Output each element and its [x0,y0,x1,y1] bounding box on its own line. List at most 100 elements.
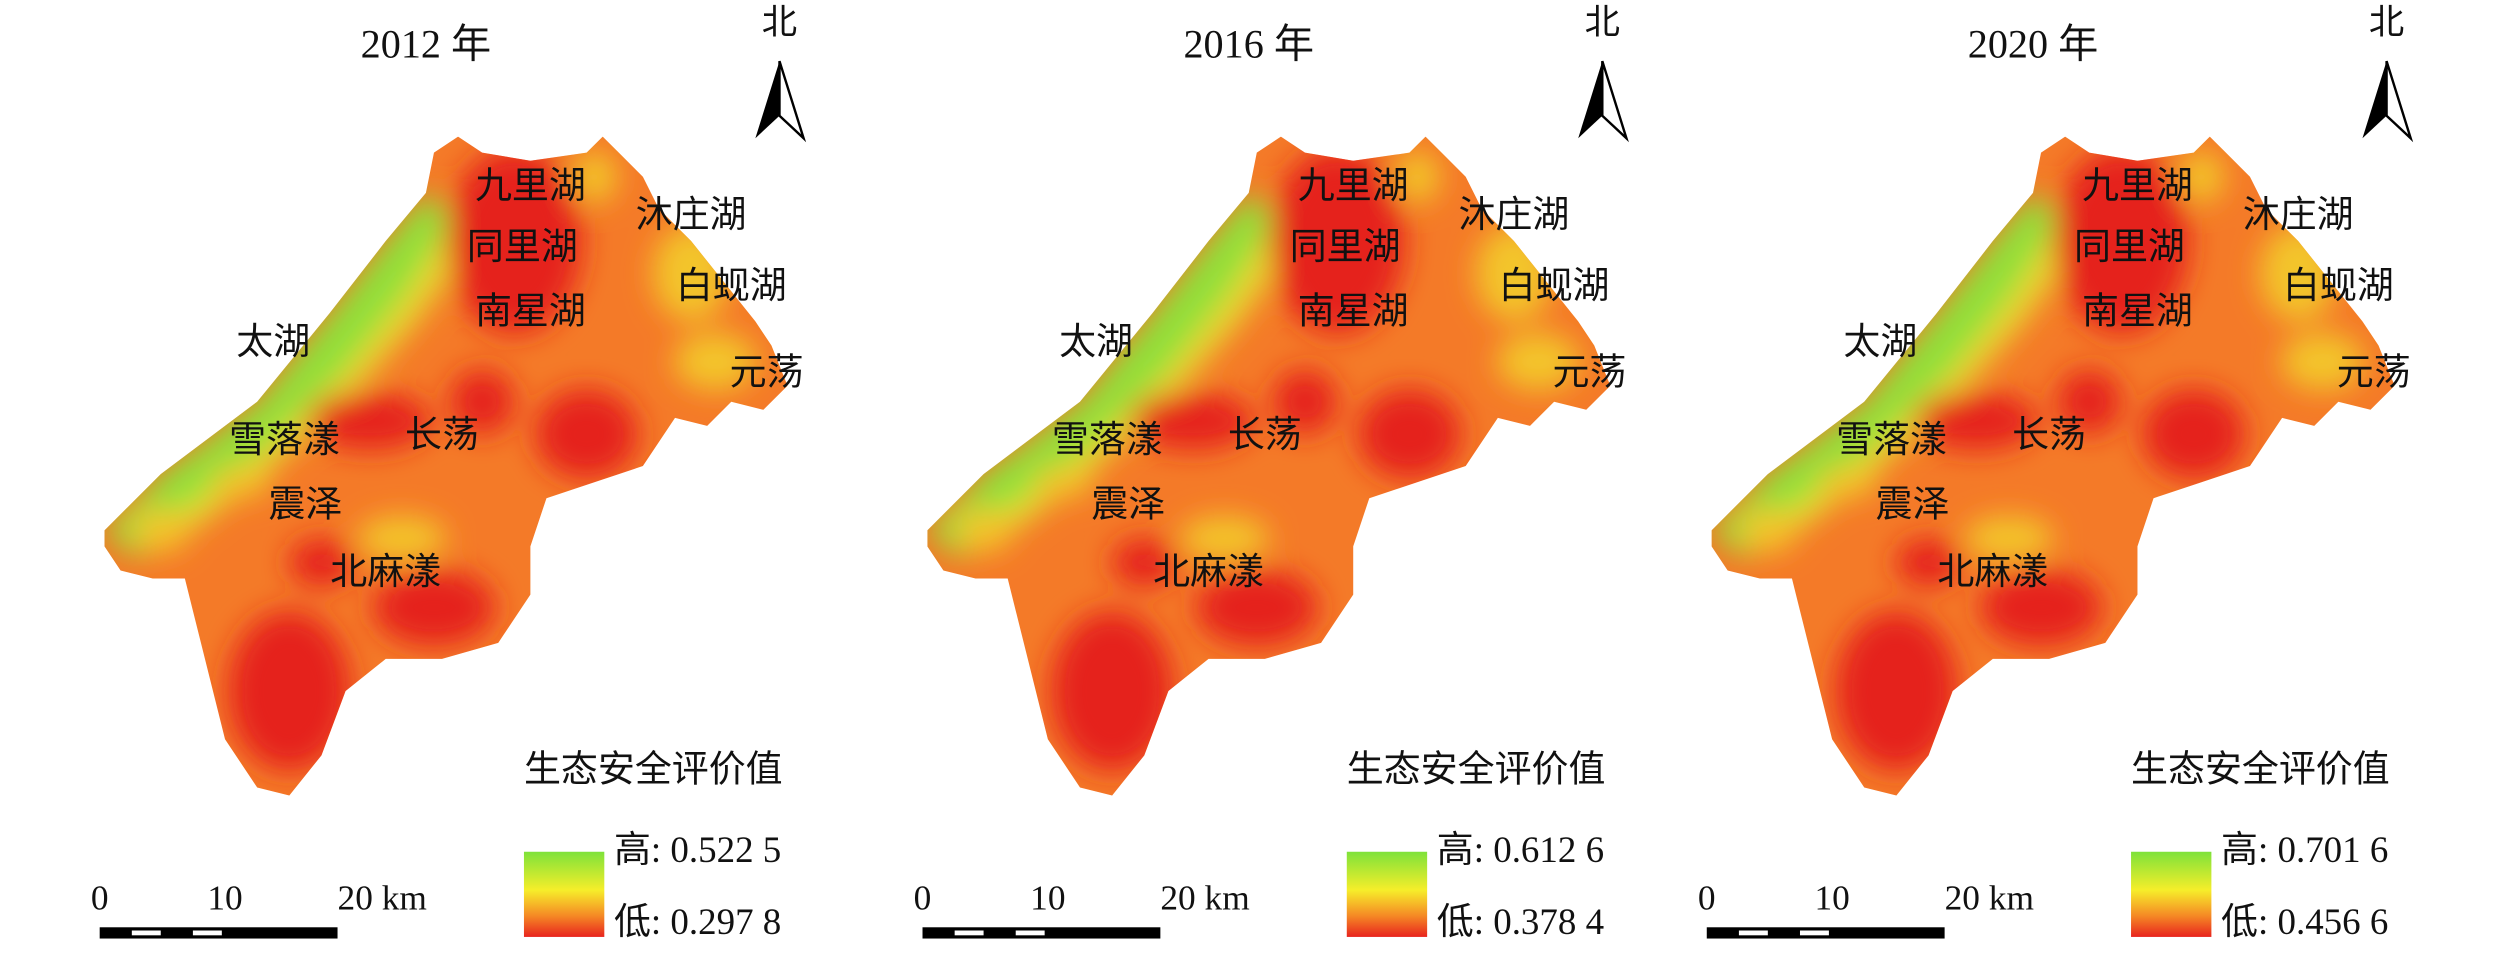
high-risk-zone [535,388,639,479]
lake-label: 南星湖 [2082,290,2193,331]
moderate-zone [2280,332,2365,391]
scale-bar-segment [1015,930,1045,936]
green-zone [104,192,454,560]
scale-bar-segment [1799,930,1829,936]
high-risk-zone [1195,568,1318,647]
scale-label: 10 [1814,878,1849,918]
north-label: 北 [762,2,797,42]
moderate-zone [1035,466,1093,499]
north-arrow-left [1578,61,1603,139]
high-risk-zone [372,568,496,647]
scale-bar-segment [1738,930,1768,936]
legend-low: 低: 0.456 6 [2221,901,2388,942]
green-zone [1711,192,2061,560]
moderate-zone [1394,151,1440,203]
lake-label: 九里湖 [475,165,586,206]
high-risk-zone [1272,369,1338,434]
legend-gradient [1346,851,1428,937]
high-risk-zone [1051,610,1174,772]
high-risk-zone [1269,147,1405,335]
scale-bar-segment [131,930,161,936]
high-risk-zone [1358,388,1461,479]
scale-label: 20 km [338,878,427,918]
scale-bar-segment [954,930,984,936]
lake-label: 北麻漾 [330,551,441,592]
legend-high: 高: 0.701 6 [2221,829,2388,870]
high-risk-zone [308,392,431,450]
map-texture [104,147,757,772]
high-risk-zone [1131,392,1254,450]
legend-high: 高: 0.522 5 [614,829,781,870]
high-risk-zone [1835,610,1958,772]
lake-label: 元荡 [1552,352,1626,393]
lake-label: 元荡 [2337,352,2411,393]
lake-label: 沐庄湖 [636,194,747,235]
north-arrow-left [755,61,780,139]
moderate-zone [572,151,618,203]
high-risk-zone [228,610,351,772]
panel-title: 2016 年 [1183,21,1314,66]
lake-label: 太湖 [1843,321,1917,362]
lake-label: 震泽 [1876,483,1950,524]
high-risk-zone [2057,369,2122,434]
moderate-zone [1819,466,1878,499]
panel-title: 2012 年 [361,21,492,66]
legend-title: 生态安全评价值 [524,748,783,789]
panel-title: 2020 年 [1968,21,2099,66]
moderate-zone [1179,515,1270,561]
scale-label: 0 [1698,878,1716,918]
lake-label: 九里湖 [1298,165,1409,206]
north-label: 北 [1585,2,1620,42]
legend-title: 生态安全评价值 [1347,748,1606,789]
lake-label: 北麻漾 [1153,551,1264,592]
high-risk-zone [1112,538,1177,587]
lake-label: 同里湖 [2074,226,2185,267]
lake-label: 南星湖 [475,290,586,331]
high-risk-zone [1979,568,2103,647]
yellow-zone [176,216,475,531]
moderate-zone [1496,332,1580,391]
yellow-zone [999,216,1297,531]
lake-label: 长荡 [2012,414,2086,455]
high-risk-zone [1896,538,1961,587]
lake-label: 同里湖 [467,226,578,267]
lake-label: 震泽 [1091,483,1165,524]
legend-low: 低: 0.297 8 [614,901,781,942]
scale-bar-segment [192,930,222,936]
yellow-zone [1783,216,2082,531]
lake-label: 北麻漾 [1937,551,2048,592]
moderate-zone [954,507,1013,553]
lake-label: 沐庄湖 [2243,194,2354,235]
scale-label: 20 km [1160,878,1249,918]
scale-label: 20 km [1945,878,2034,918]
legend-gradient [2131,851,2212,937]
lake-label: 长荡 [1228,414,1302,455]
legend-high: 高: 0.612 6 [1437,829,1604,870]
lake-label: 白蚬湖 [2283,265,2394,306]
scale-label: 10 [207,878,242,918]
north-arrow-right [2385,60,2414,143]
map-texture [1711,147,2365,772]
map-texture [927,147,1580,772]
scale-label: 10 [1030,878,1065,918]
lake-label: 沐庄湖 [1458,194,1569,235]
green-zone [927,192,1277,560]
legend-low: 低: 0.378 4 [1437,901,1604,942]
north-arrow-right [778,60,807,143]
high-risk-zone [1915,392,2038,450]
north-arrow-right [1601,60,1629,143]
north-label: 北 [2369,2,2404,42]
lake-label: 南星湖 [1298,290,1409,331]
moderate-zone [356,515,447,561]
high-risk-zone [446,147,582,335]
legend-gradient [523,851,605,937]
lake-label: 震泽 [268,483,342,524]
moderate-zone [1963,515,2054,561]
lake-label: 九里湖 [2082,165,2193,206]
high-risk-zone [2053,147,2189,335]
lake-label: 太湖 [1059,321,1133,362]
